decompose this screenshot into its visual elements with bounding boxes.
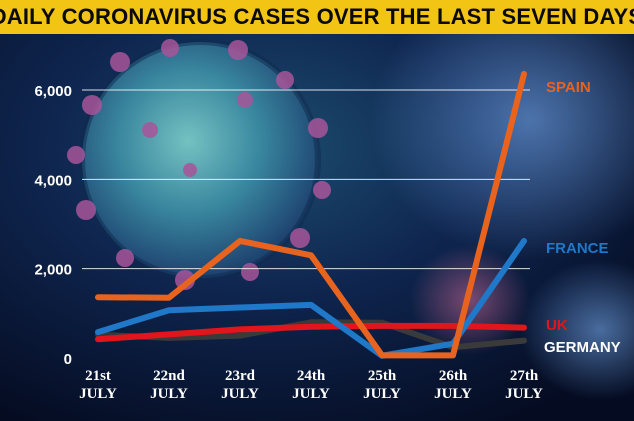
x-tick-label-line: JULY (221, 386, 259, 402)
x-tick-label-line: 26th (439, 368, 468, 384)
x-tick-label-line: 24th (297, 368, 326, 384)
series-label-germany: GERMANY (544, 339, 621, 356)
x-tick-label: 21st JULY (79, 368, 117, 402)
x-tick-label-line: JULY (434, 386, 472, 402)
title-bar: DAILY CORONAVIRUS CASES OVER THE LAST SE… (0, 0, 634, 34)
x-tick-label: 22nd JULY (150, 368, 188, 402)
x-tick-label-line: 23rd (225, 368, 256, 384)
series-line-spain (95, 70, 527, 359)
y-tick-label: 4,000 (34, 172, 72, 189)
series-line-uk (95, 322, 527, 343)
x-tick-label-line: 25th (368, 368, 397, 384)
series-label-spain: SPAIN (546, 79, 591, 96)
x-tick-label-line: JULY (505, 386, 543, 402)
x-tick-label-line: JULY (363, 386, 401, 402)
series-label-uk: UK (546, 317, 568, 334)
y-tick-label: 0 (64, 351, 72, 368)
y-tick-label: 6,000 (34, 83, 72, 100)
x-tick-label: 27th JULY (505, 368, 543, 402)
y-tick-label: 2,000 (34, 262, 72, 279)
x-tick-label: 25th JULY (363, 368, 401, 402)
x-tick-label-line: 21st (85, 368, 111, 384)
virus-illustration (67, 39, 331, 290)
x-tick-label: 23rd JULY (221, 368, 259, 402)
x-tick-label-line: 27th (510, 368, 539, 384)
x-tick-label-line: JULY (79, 386, 117, 402)
series-label-france: FRANCE (546, 240, 609, 257)
x-tick-label: 26th JULY (434, 368, 472, 402)
x-tick-label-line: JULY (150, 386, 188, 402)
x-tick-label: 24th JULY (292, 368, 330, 402)
x-tick-label-line: 22nd (153, 368, 185, 384)
x-tick-label-line: JULY (292, 386, 330, 402)
chart-title: DAILY CORONAVIRUS CASES OVER THE LAST SE… (0, 4, 634, 29)
